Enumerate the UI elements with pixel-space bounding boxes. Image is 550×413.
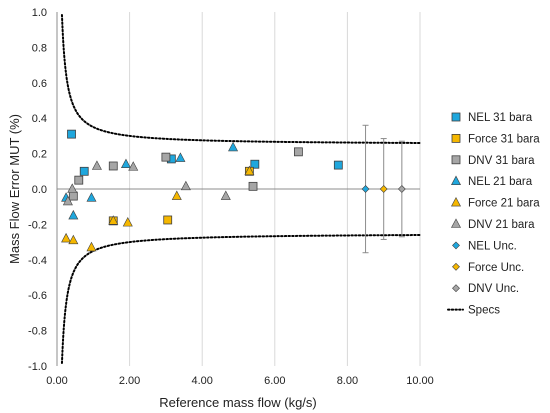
data-point — [128, 161, 139, 171]
legend-label: NEL 31 bara — [468, 112, 533, 124]
data-point — [175, 152, 186, 162]
legend-marker — [451, 175, 461, 185]
legend-item: NEL Unc. — [452, 240, 517, 252]
x-tick-label: 0.00 — [46, 375, 67, 387]
legend-label: Specs — [468, 305, 500, 317]
data-point — [108, 161, 118, 171]
data-point — [379, 185, 388, 193]
legend-label: NEL 21 bara — [468, 176, 533, 188]
y-tick-label: -0.4 — [28, 255, 47, 267]
data-point — [91, 160, 102, 170]
legend: NEL 31 bara Force 31 bara DNV 31 bara NEL 2… — [447, 112, 540, 317]
data-point — [108, 215, 119, 225]
data-point — [67, 183, 78, 193]
legend-label: DNV 31 bara — [468, 155, 535, 167]
data-point — [79, 166, 89, 176]
legend-item: NEL 21 bara — [451, 175, 533, 188]
legend-item: Force 31 bara — [451, 133, 540, 145]
data-point — [122, 216, 133, 227]
data-point — [293, 147, 303, 157]
legend-label: Force 31 bara — [468, 133, 540, 145]
data-point — [397, 185, 406, 193]
data-point — [62, 195, 73, 206]
legend-item: DNV Unc. — [452, 283, 519, 295]
y-tick-label: 0.4 — [32, 113, 47, 125]
legend-marker — [452, 241, 460, 250]
y-tick-label: 0.2 — [32, 149, 47, 161]
legend-marker — [451, 155, 461, 165]
legend-marker — [451, 218, 461, 228]
y-tick-label: -0.8 — [28, 326, 47, 338]
data-point — [228, 141, 239, 152]
legend-marker — [451, 112, 461, 122]
data-point — [68, 209, 79, 220]
legend-label: Force 21 bara — [468, 198, 540, 210]
axes — [56, 12, 420, 366]
x-axis-label: Reference mass flow (kg/s) — [159, 395, 317, 410]
data-point — [86, 241, 97, 252]
legend-marker — [451, 133, 461, 143]
y-tick-label: -0.2 — [28, 219, 47, 231]
data-point — [163, 215, 173, 225]
x-tick-label: 2.00 — [119, 375, 140, 387]
data-point — [67, 129, 76, 139]
legend-marker — [452, 284, 460, 293]
data-point — [220, 190, 231, 200]
legend-item: Specs — [447, 305, 500, 317]
data-point — [248, 181, 258, 191]
legend-item: NEL 31 bara — [451, 112, 533, 124]
legend-item: DNV 21 bara — [451, 218, 535, 231]
data-point — [180, 180, 191, 191]
data-point — [61, 232, 72, 243]
data-point — [86, 192, 97, 202]
data-point — [68, 191, 78, 201]
data-point — [171, 190, 182, 200]
legend-marker — [452, 262, 460, 271]
y-tick-label: 1.0 — [32, 7, 47, 19]
legend-label: DNV 21 bara — [468, 219, 535, 231]
x-tick-label: 10.00 — [406, 375, 434, 387]
data-point — [74, 175, 84, 185]
data-point — [244, 165, 255, 176]
spec-lines — [60, 14, 421, 364]
y-tick-label: 0.8 — [32, 42, 47, 54]
x-tick-label: 4.00 — [191, 375, 212, 387]
data-point — [68, 234, 79, 245]
y-tick-label: 0.6 — [32, 78, 47, 90]
data-point — [333, 160, 343, 170]
spec-upper-line — [60, 14, 421, 144]
x-tick-label: 8.00 — [337, 375, 358, 387]
spec-lower-line — [60, 234, 421, 364]
data-points — [61, 129, 406, 252]
data-point — [250, 159, 260, 169]
y-tick-label: -1.0 — [28, 361, 47, 373]
y-axis-label: Mass Flow Error MUT (%) — [7, 114, 22, 264]
x-tick-labels: 0.00 2.00 4.00 6.00 8.00 10.00 — [46, 375, 433, 387]
legend-item: Force 21 bara — [451, 196, 540, 210]
y-tick-label: -0.6 — [28, 290, 47, 302]
y-tick-labels: -1.0 -0.8 -0.6 -0.4 -0.2 0.0 0.2 0.4 0.6 0.8 1.0 — [28, 7, 47, 373]
legend-label: Force Unc. — [468, 262, 524, 274]
y-tick-label: 0.0 — [32, 184, 47, 196]
data-point — [161, 152, 171, 162]
data-point — [120, 158, 131, 169]
legend-label: DNV Unc. — [468, 283, 519, 295]
legend-label: NEL Unc. — [468, 240, 517, 252]
x-tick-label: 6.00 — [264, 375, 285, 387]
legend-marker — [451, 196, 461, 207]
legend-item: Force Unc. — [452, 262, 524, 274]
data-point — [361, 185, 370, 193]
legend-item: DNV 31 bara — [451, 155, 535, 167]
